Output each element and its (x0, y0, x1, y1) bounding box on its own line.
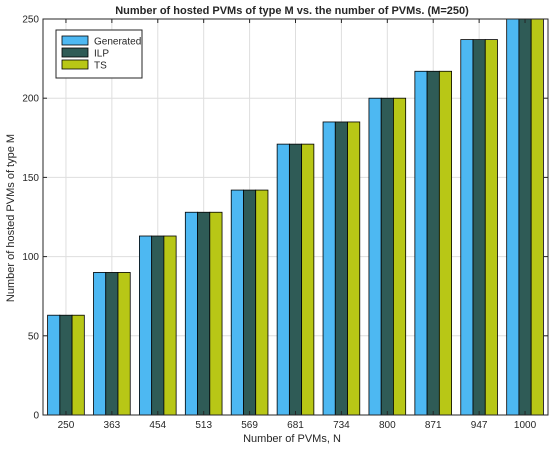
bar-ts (530, 18, 544, 416)
bar-ilp (380, 97, 394, 416)
bar-ilp (151, 235, 165, 416)
y-tick-label: 150 (22, 173, 39, 184)
x-axis-label: Number of PVMs, N (243, 433, 341, 445)
legend-swatch-ts (61, 59, 89, 70)
bar-ilp (518, 18, 532, 416)
bar-ilp (105, 272, 119, 416)
legend-label-generated: Generated (94, 37, 141, 48)
y-tick-label: 100 (22, 252, 39, 263)
bar-ts (393, 97, 407, 416)
x-tick-label: 734 (333, 420, 350, 431)
x-tick-label: 513 (195, 420, 212, 431)
x-tick-label: 569 (241, 420, 258, 431)
bar-generated (368, 97, 382, 416)
bar-generated (414, 70, 428, 416)
bar-ts (163, 235, 177, 416)
bar-generated (93, 272, 107, 416)
x-tick-label: 871 (425, 420, 442, 431)
y-tick-label: 0 (33, 411, 39, 422)
bar-ts (209, 211, 223, 416)
x-tick-label: 947 (471, 420, 488, 431)
bar-ilp (197, 211, 211, 416)
y-axis-label: Number of hosted PVMs of type M (5, 134, 17, 302)
x-tick-label: 250 (58, 420, 75, 431)
y-tick-label: 200 (22, 94, 39, 105)
bar-generated (460, 39, 474, 416)
bar-generated (139, 235, 153, 416)
chart-title: Number of hosted PVMs of type M vs. the … (115, 5, 469, 17)
bar-ts (438, 70, 452, 416)
bar-ts (71, 314, 85, 416)
y-tick-label: 250 (22, 15, 39, 26)
bar-generated (276, 143, 290, 416)
x-tick-label: 363 (104, 420, 121, 431)
legend-swatch-ilp (61, 47, 89, 58)
bar-generated (506, 18, 520, 416)
bar-generated (47, 314, 61, 416)
bar-ilp (243, 189, 257, 416)
bar-ts (117, 272, 131, 416)
bar-ilp (472, 39, 486, 416)
bar-ts (301, 143, 315, 416)
legend-swatch-generated (61, 35, 89, 46)
plot-area: 0 50 100 150 200 250 250 363 454 513 569 681 734 800 8… (22, 15, 549, 431)
y-tick-label: 50 (28, 331, 40, 342)
bar-ilp (426, 70, 440, 416)
bar-generated (230, 189, 244, 416)
bar-ts (255, 189, 269, 416)
x-tick-label: 800 (379, 420, 396, 431)
x-tick-label: 681 (287, 420, 304, 431)
bar-ts (347, 121, 361, 416)
legend-label-ts: TS (94, 61, 107, 72)
bar-ts (484, 39, 498, 416)
x-tick-label: 454 (149, 420, 166, 431)
bar-generated (184, 211, 198, 416)
bar-generated (322, 121, 336, 416)
bar-ilp (288, 143, 303, 416)
bar-ilp (334, 121, 348, 416)
legend-label-ilp: ILP (94, 49, 109, 60)
x-tick-label: 1000 (514, 420, 537, 431)
bar-ilp (59, 314, 73, 416)
